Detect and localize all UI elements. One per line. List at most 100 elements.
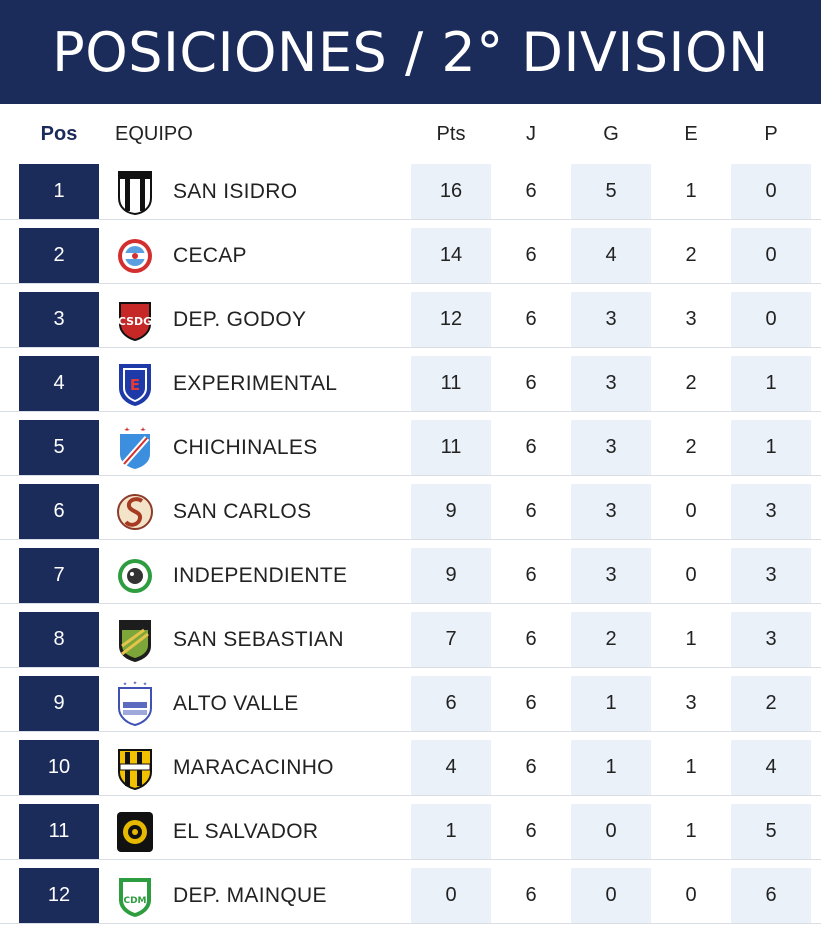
el-salvador-crest-icon: [115, 808, 155, 856]
row-pts: 14: [411, 228, 491, 283]
table-header: Pos EQUIPO Pts J G E P: [0, 104, 821, 164]
dep-godoy-crest-icon: CSDG: [115, 296, 155, 344]
row-e: 1: [685, 820, 697, 842]
header-g: G: [603, 122, 619, 145]
row-team: CECAP: [99, 228, 411, 283]
table-row: 5 CHICHINALES 11 6 3 2 1: [0, 420, 821, 476]
header-team: EQUIPO: [115, 122, 193, 145]
team-name: MARACACINHO: [173, 755, 334, 779]
row-p: 3: [731, 612, 811, 667]
svg-text:E: E: [130, 376, 140, 394]
experimental-crest-icon: E: [115, 360, 155, 408]
row-pts: 4: [411, 740, 491, 795]
row-p: 5: [731, 804, 811, 859]
row-j: 6: [525, 628, 537, 650]
row-p: 6: [731, 868, 811, 923]
row-e: 1: [685, 180, 697, 202]
row-p: 0: [731, 292, 811, 347]
row-position: 11: [19, 804, 99, 859]
san-isidro-crest-icon: [115, 168, 155, 216]
svg-text:CDM: CDM: [123, 896, 146, 906]
row-pts: 11: [411, 356, 491, 411]
row-position: 3: [19, 292, 99, 347]
row-g: 0: [571, 804, 651, 859]
row-e: 0: [685, 884, 697, 906]
header-j: J: [526, 122, 536, 145]
team-name: SAN CARLOS: [173, 499, 312, 523]
row-team: SAN CARLOS: [99, 484, 411, 539]
row-g: 1: [571, 676, 651, 731]
table-row: 4 E EXPERIMENTAL 11 6 3 2 1: [0, 356, 821, 412]
row-pts: 0: [411, 868, 491, 923]
row-e: 0: [685, 564, 697, 586]
row-g: 3: [571, 292, 651, 347]
row-j: 6: [525, 756, 537, 778]
row-p: 4: [731, 740, 811, 795]
row-j: 6: [525, 820, 537, 842]
table-row: 6 SAN CARLOS 9 6 3 0 3: [0, 484, 821, 540]
alto-valle-crest-icon: [115, 680, 155, 728]
row-pts: 1: [411, 804, 491, 859]
table-row: 10 MARACACINHO 4 6 1 1 4: [0, 740, 821, 796]
independiente-crest-icon: [115, 552, 155, 600]
header-pos: Pos: [40, 122, 78, 145]
table-row: 7 INDEPENDIENTE 9 6 3 0 3: [0, 548, 821, 604]
team-name: DEP. GODOY: [173, 307, 307, 331]
san-carlos-crest-icon: [115, 488, 155, 536]
row-p: 1: [731, 356, 811, 411]
row-position: 6: [19, 484, 99, 539]
team-name: EL SALVADOR: [173, 819, 319, 843]
row-position: 2: [19, 228, 99, 283]
team-name: CECAP: [173, 243, 247, 267]
row-j: 6: [525, 372, 537, 394]
page-title: POSICIONES / 2° DIVISION: [52, 20, 769, 84]
row-e: 2: [685, 436, 697, 458]
row-g: 3: [571, 548, 651, 603]
row-j: 6: [525, 564, 537, 586]
table-row: 3 CSDG DEP. GODOY 12 6 3 3 0: [0, 292, 821, 348]
row-p: 3: [731, 548, 811, 603]
row-g: 1: [571, 740, 651, 795]
row-pts: 12: [411, 292, 491, 347]
row-p: 0: [731, 164, 811, 219]
row-position: 8: [19, 612, 99, 667]
row-g: 3: [571, 420, 651, 475]
svg-text:CSDG: CSDG: [118, 315, 152, 328]
row-e: 1: [685, 756, 697, 778]
row-team: CDM DEP. MAINQUE: [99, 868, 411, 923]
team-name: ALTO VALLE: [173, 691, 299, 715]
row-position: 1: [19, 164, 99, 219]
row-j: 6: [525, 244, 537, 266]
table-row: 12 CDM DEP. MAINQUE 0 6 0 0 6: [0, 868, 821, 924]
row-e: 0: [685, 500, 697, 522]
header-pts: Pts: [436, 122, 466, 145]
row-position: 10: [19, 740, 99, 795]
row-g: 4: [571, 228, 651, 283]
row-g: 2: [571, 612, 651, 667]
row-j: 6: [525, 500, 537, 522]
row-team: SAN ISIDRO: [99, 164, 411, 219]
san-sebastian-crest-icon: [115, 616, 155, 664]
row-team: MARACACINHO: [99, 740, 411, 795]
team-name: INDEPENDIENTE: [173, 563, 348, 587]
row-team: CHICHINALES: [99, 420, 411, 475]
row-position: 7: [19, 548, 99, 603]
row-g: 5: [571, 164, 651, 219]
row-team: INDEPENDIENTE: [99, 548, 411, 603]
row-team: SAN SEBASTIAN: [99, 612, 411, 667]
row-g: 3: [571, 484, 651, 539]
row-p: 0: [731, 228, 811, 283]
row-pts: 16: [411, 164, 491, 219]
row-position: 9: [19, 676, 99, 731]
row-team: ALTO VALLE: [99, 676, 411, 731]
row-p: 3: [731, 484, 811, 539]
row-pts: 9: [411, 548, 491, 603]
row-team: E EXPERIMENTAL: [99, 356, 411, 411]
row-j: 6: [525, 436, 537, 458]
row-e: 3: [685, 308, 697, 330]
row-p: 2: [731, 676, 811, 731]
header-e: E: [684, 122, 698, 145]
team-name: EXPERIMENTAL: [173, 371, 338, 395]
table-row: 9 ALTO VALLE 6 6 1 3 2: [0, 676, 821, 732]
header-p: P: [764, 122, 778, 145]
